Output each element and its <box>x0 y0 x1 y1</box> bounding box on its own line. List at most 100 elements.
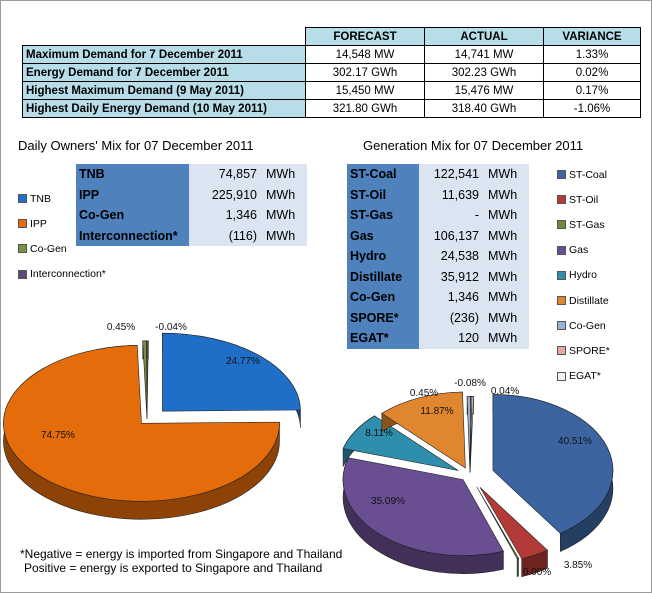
legend-swatch <box>18 244 27 254</box>
legend-item: Hydro <box>557 263 610 288</box>
pie-data-label: 3.85% <box>564 560 592 571</box>
pie-slice <box>162 332 301 412</box>
mix-unit: MWh <box>482 287 529 308</box>
legend-label: Distillate <box>569 294 609 307</box>
mix-unit: MWh <box>482 184 529 205</box>
owners-legend: TNB IPP Co-Gen Interconnection* <box>18 186 106 287</box>
mix-unit: MWh <box>482 246 529 267</box>
forecast-value: 321.80 GWh <box>305 99 425 118</box>
legend-label: ST-Gas <box>569 218 605 231</box>
header-forecast: FORECAST <box>305 27 425 46</box>
legend-swatch <box>557 220 566 230</box>
legend-item: EGAT* <box>557 364 610 389</box>
legend-label: Hydro <box>569 269 598 282</box>
table-row: Highest Maximum Demand (9 May 2011) 15,4… <box>22 81 641 100</box>
table-row: Distillate 35,912 MWh <box>347 266 529 287</box>
legend-swatch <box>557 346 566 356</box>
mix-unit: MWh <box>482 205 529 226</box>
mix-value: - <box>419 205 482 226</box>
legend-item: Co-Gen <box>557 313 610 338</box>
mix-value: 24,538 <box>419 246 482 267</box>
legend-swatch <box>557 170 566 180</box>
mix-name: IPP <box>76 184 189 205</box>
variance-value: 0.17% <box>543 81 641 100</box>
mix-value: 120 <box>419 328 482 349</box>
legend-item: IPP <box>18 211 106 236</box>
summary-header-row: FORECAST ACTUAL VARIANCE <box>22 27 641 46</box>
legend-swatch <box>18 194 27 204</box>
legend-item: SPORE* <box>557 338 610 363</box>
header-variance: VARIANCE <box>543 27 641 46</box>
table-row: ST-Coal 122,541 MWh <box>347 164 529 185</box>
legend-label: ST-Oil <box>569 193 599 206</box>
mix-name: Co-Gen <box>76 205 189 226</box>
variance-value: -1.06% <box>543 99 641 118</box>
mix-unit: MWh <box>260 225 307 246</box>
legend-label: Interconnection* <box>30 268 106 281</box>
pie-slice <box>469 396 474 473</box>
table-row: Highest Daily Energy Demand (10 May 2011… <box>22 99 641 118</box>
generation-mix-title: Generation Mix for 07 December 2011 <box>363 138 584 153</box>
mix-name: ST-Oil <box>347 184 419 205</box>
mix-name: Hydro <box>347 246 419 267</box>
pie-data-label: 0.04% <box>491 386 519 397</box>
legend-swatch <box>18 219 27 229</box>
pie-data-label: 40.51% <box>558 436 592 447</box>
pie-data-label: 8.11% <box>365 428 393 439</box>
mix-name: ST-Gas <box>347 205 419 226</box>
pie-slice <box>342 457 504 556</box>
legend-label: EGAT* <box>569 370 601 383</box>
legend-item: Interconnection* <box>18 262 106 287</box>
footnote-line-1: *Negative = energy is imported from Sing… <box>20 547 343 561</box>
mix-unit: MWh <box>482 328 529 349</box>
pie-slice <box>3 345 280 502</box>
legend-item: ST-Coal <box>557 162 610 187</box>
legend-item: TNB <box>18 186 106 211</box>
actual-value: 318.40 GWh <box>424 99 544 118</box>
table-row: TNB 74,857 MWh <box>76 164 307 185</box>
table-row: Hydro 24,538 MWh <box>347 246 529 267</box>
pie-data-label: 11.87% <box>420 406 453 417</box>
pie-slice <box>342 415 459 471</box>
mix-name: Co-Gen <box>347 287 419 308</box>
table-row: Maximum Demand for 7 December 2011 14,54… <box>22 45 641 64</box>
demand-summary-table: FORECAST ACTUAL VARIANCE Maximum Demand … <box>22 27 641 118</box>
pie-slice <box>381 391 466 469</box>
row-label: Maximum Demand for 7 December 2011 <box>22 45 306 64</box>
pie-slice <box>492 394 614 534</box>
table-row: IPP 225,910 MWh <box>76 184 307 205</box>
mix-unit: MWh <box>482 164 529 185</box>
mix-unit: MWh <box>482 225 529 246</box>
header-actual: ACTUAL <box>424 27 544 46</box>
table-row: Co-Gen 1,346 MWh <box>76 205 307 226</box>
mix-value: 11,639 <box>419 184 482 205</box>
pie-data-label: -0.08% <box>454 378 486 389</box>
table-row: ST-Oil 11,639 MWh <box>347 184 529 205</box>
legend-swatch <box>557 195 566 205</box>
pie-chart-0: 24.77% 74.75% 0.45% -0.04% <box>3 322 301 520</box>
mix-name: Interconnection* <box>76 225 189 246</box>
table-row: Interconnection* (116) MWh <box>76 225 307 246</box>
legend-swatch <box>557 245 566 255</box>
legend-label: Co-Gen <box>569 319 606 332</box>
legend-swatch <box>18 269 27 279</box>
forecast-value: 302.17 GWh <box>305 63 425 82</box>
pie-data-label: 74.75% <box>41 430 75 441</box>
mix-unit: MWh <box>260 184 307 205</box>
legend-item: ST-Gas <box>557 212 610 237</box>
table-row: ST-Gas - MWh <box>347 205 529 226</box>
mix-unit: MWh <box>482 266 529 287</box>
table-row: Gas 106,137 MWh <box>347 225 529 246</box>
generation-legend: ST-Coal ST-Oil ST-Gas Gas Hydro Distillate Co-… <box>557 162 610 389</box>
pie-data-label: 24.77% <box>226 356 260 367</box>
mix-name: SPORE* <box>347 307 419 328</box>
footnote-line-2: Positive = energy is exported to Singapo… <box>24 561 323 575</box>
pie-data-label: 0.45% <box>410 388 438 399</box>
mix-value: 122,541 <box>419 164 482 185</box>
mix-value: 1,346 <box>419 287 482 308</box>
actual-value: 14,741 MW <box>424 45 544 64</box>
table-row: SPORE* (236) MWh <box>347 307 529 328</box>
pie-slice <box>142 340 148 419</box>
mix-name: Gas <box>347 225 419 246</box>
